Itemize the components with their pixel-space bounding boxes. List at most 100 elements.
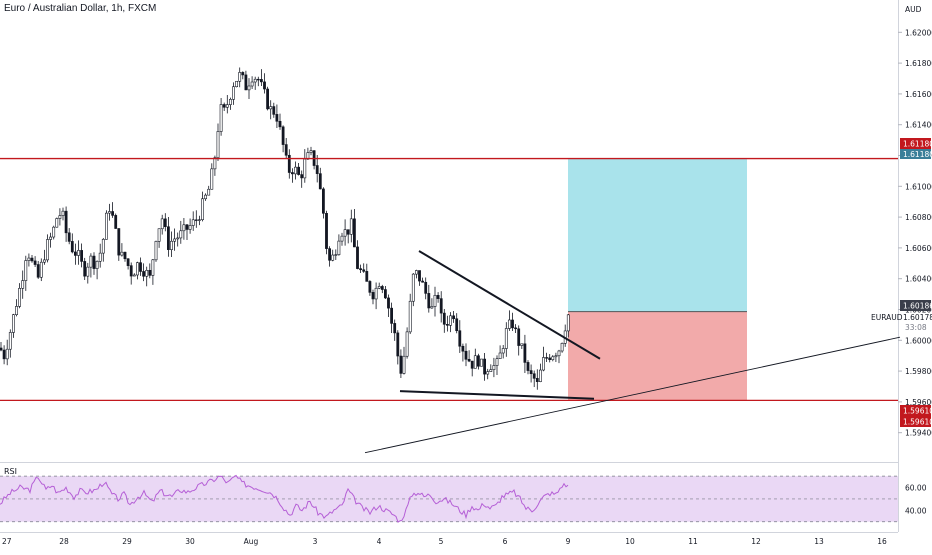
price-tick-label-11: 1.59800	[905, 367, 932, 376]
candle-body-70	[216, 131, 220, 158]
candlestick-series	[0, 67, 570, 390]
price-tick-labels: 1.620001.618001.616001.614001.612001.610…	[898, 28, 932, 438]
candle-body-109	[337, 240, 341, 255]
candle-body-76	[235, 80, 239, 88]
candle-body-69	[213, 157, 217, 170]
symbol-label: EURAUD	[871, 313, 903, 322]
candle-body-111	[343, 229, 347, 237]
time-label-12: 12	[751, 537, 761, 546]
resistance-badge-secondary-text: 1.61180	[903, 150, 932, 159]
candle-body-173	[535, 378, 539, 382]
candle-body-14	[42, 259, 46, 263]
candle-body-39	[120, 251, 124, 256]
candle-body-98	[303, 158, 307, 179]
candle-body-145	[449, 315, 452, 326]
candle-body-167	[517, 328, 521, 346]
candle-body-127	[393, 323, 397, 334]
candle-body-116	[359, 268, 363, 271]
candle-body-164	[507, 319, 511, 329]
candle-body-10	[30, 257, 34, 262]
support-badge-bg	[900, 405, 931, 416]
candle-body-100	[309, 150, 313, 153]
candle-body-129	[399, 355, 403, 374]
candle-body-120	[371, 292, 375, 300]
candle-body-102	[315, 165, 319, 174]
candle-body-162	[501, 348, 505, 354]
candle-body-88	[272, 106, 276, 115]
time-axis-labels: 27 28 29 30 Aug 3 4 5 6 9 10 11 12 13 16	[2, 537, 887, 546]
chart-title: Euro / Australian Dollar, 1h, FXCM	[4, 3, 157, 14]
candle-body-68	[210, 168, 214, 190]
candle-body-181	[560, 343, 564, 352]
target-zone[interactable]	[568, 158, 747, 312]
candle-body-144	[445, 324, 449, 326]
time-label-13: 13	[814, 537, 824, 546]
candle-body-157	[486, 371, 490, 375]
price-tick-label-3: 1.61400	[905, 121, 932, 130]
resistance-badge-secondary: 1.61180	[900, 149, 932, 159]
candle-body-19	[58, 215, 62, 219]
candle-body-154	[476, 355, 480, 367]
currency-label: AUD	[905, 5, 922, 14]
stop-zone[interactable]	[568, 311, 747, 401]
candle-body-149	[461, 345, 465, 352]
candle-body-117	[362, 269, 366, 272]
resistance-badge-secondary-bg	[900, 149, 931, 159]
candle-body-134	[414, 270, 418, 275]
time-label-10: 10	[625, 537, 635, 546]
candle-body-133	[411, 273, 415, 302]
candle-body-85	[263, 81, 266, 90]
candle-body-179	[554, 355, 558, 358]
candle-body-54	[167, 226, 170, 250]
support-badge: 1.59610	[900, 405, 932, 416]
candle-body-91	[281, 126, 285, 145]
rsi-tick-label-1: 40.00	[905, 506, 927, 515]
candle-body-153	[473, 355, 477, 369]
candle-body-20	[61, 210, 65, 216]
candle-body-108	[334, 254, 338, 256]
triangle-upper-trendline[interactable]	[418, 250, 601, 360]
candle-body-17	[52, 226, 56, 238]
time-label-4: Aug	[244, 537, 259, 546]
time-label-3: 30	[185, 537, 195, 546]
candle-body-123	[380, 286, 384, 290]
time-label-2: 29	[122, 537, 132, 546]
candle-body-5	[15, 306, 18, 316]
candle-body-128	[396, 332, 400, 357]
candle-body-50	[154, 241, 158, 261]
triangle-lower-trendline[interactable]	[399, 390, 595, 400]
main-pane-background	[0, 0, 898, 462]
support-badge-text: 1.59610	[903, 407, 932, 416]
candle-body-31	[95, 260, 99, 269]
candle-body-7	[21, 280, 25, 289]
candle-body-136	[421, 280, 425, 283]
candle-body-80	[247, 85, 251, 91]
price-tick-label-8: 1.60400	[905, 275, 932, 284]
time-label-5: 3	[313, 537, 318, 546]
candle-body-15	[46, 239, 49, 261]
candle-body-165	[511, 319, 514, 329]
candle-body-119	[368, 281, 372, 293]
candle-body-143	[442, 312, 446, 325]
candle-body-115	[356, 246, 359, 269]
last-price-badge: EURAUD 1.60178 33:08	[871, 313, 932, 332]
candle-body-67	[207, 188, 211, 196]
entry-badge: 1.60186	[900, 300, 932, 311]
candle-body-172	[532, 373, 536, 379]
candle-body-168	[520, 343, 524, 346]
candle-body-81	[250, 81, 254, 87]
candle-body-30	[92, 255, 96, 269]
candle-body-150	[464, 350, 468, 360]
rising-trendline[interactable]	[364, 336, 901, 454]
resistance-badge-bg	[900, 138, 931, 149]
candle-body-94	[290, 172, 294, 175]
support-badge-secondary-text: 1.59610	[903, 418, 932, 427]
candle-body-73	[225, 104, 229, 108]
candle-body-34	[105, 212, 108, 240]
resistance-badge: 1.61180	[900, 138, 932, 149]
time-label-7: 5	[439, 537, 444, 546]
candle-body-159	[492, 365, 496, 370]
countdown-label: 33:08	[905, 323, 927, 332]
